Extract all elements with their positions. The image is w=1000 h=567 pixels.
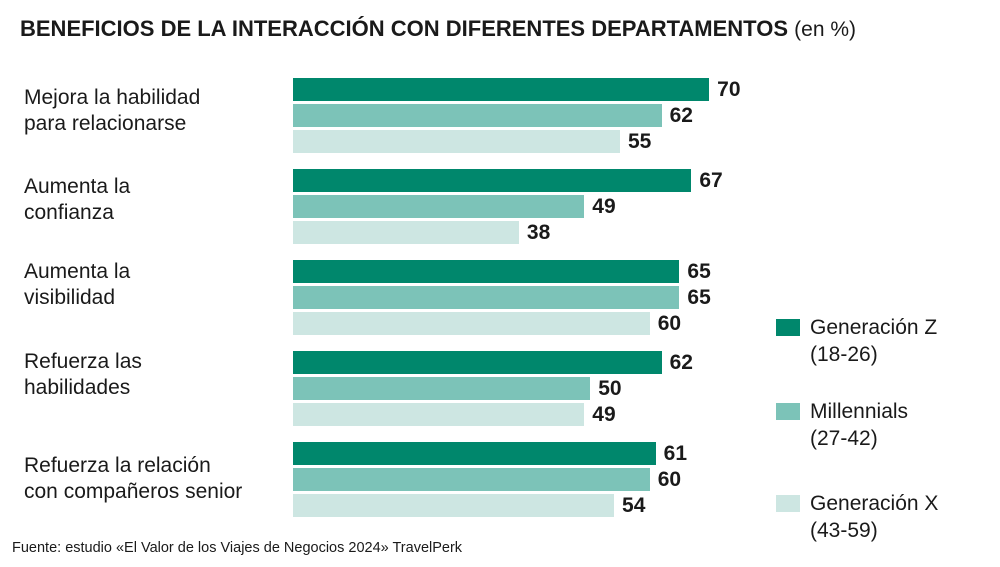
data-label-gen-z: 61 (663, 442, 687, 465)
data-label-millennials: 65 (687, 286, 711, 309)
category-label-line: Refuerza las (24, 350, 142, 373)
legend-series-name: Generación Z (810, 316, 938, 339)
category-label: Refuerza las habilidades (24, 349, 294, 401)
data-label-gen-z: 62 (669, 351, 693, 374)
data-label-gen-x: 49 (592, 403, 616, 426)
bar-millennials (293, 468, 650, 491)
bar-gen-z (293, 169, 692, 192)
bar-millennials (293, 377, 591, 400)
category-label-line: Refuerza la relación (24, 454, 211, 477)
category-label-line: confianza (24, 201, 114, 224)
legend-series-range: (43-59) (810, 519, 878, 542)
bar-millennials (293, 286, 680, 309)
data-label-millennials: 60 (657, 468, 682, 491)
category-label: Refuerza la relación con compañeros senio… (24, 453, 294, 505)
legend-series-name: Millennials (810, 400, 909, 423)
bar-millennials (293, 104, 662, 127)
category-label: Mejora la habilidad para relacionarse (24, 85, 294, 137)
category-label-line: habilidades (24, 376, 131, 399)
data-label-millennials: 50 (598, 377, 622, 400)
category-label-line: para relacionarse (24, 112, 187, 135)
legend-series-range: (27-42) (810, 427, 878, 450)
category-label-line: Mejora la habilidad (24, 86, 201, 109)
legend-swatch (776, 403, 800, 420)
legend-label: Generación X (43-59) (810, 490, 938, 544)
category-label-line: visibilidad (24, 286, 116, 309)
bar-gen-z (293, 442, 656, 465)
bar-gen-x (293, 494, 615, 517)
source-note: Fuente: estudio «El Valor de los Viajes … (12, 540, 463, 556)
bar-gen-x (293, 221, 519, 244)
data-label-gen-z: 67 (699, 169, 723, 192)
data-label-gen-x: 55 (627, 130, 652, 153)
bar-gen-x (293, 130, 620, 153)
category-label-line: Aumenta la (24, 260, 131, 283)
bar-gen-z (293, 78, 710, 101)
legend-series-name: Generación X (810, 492, 939, 515)
data-label-gen-x: 38 (526, 221, 551, 244)
chart-title-main: BENEFICIOS DE LA INTERACCIÓN CON DIFEREN… (20, 16, 789, 41)
data-label-gen-z: 65 (687, 260, 711, 283)
data-label-gen-x: 60 (657, 312, 682, 335)
bar-millennials (293, 195, 585, 218)
bar-gen-x (293, 403, 585, 426)
legend-series-range: (18-26) (810, 343, 878, 366)
data-label-millennials: 49 (592, 195, 616, 218)
legend-swatch (776, 495, 800, 512)
bar-gen-x (293, 312, 650, 335)
bar-gen-z (293, 351, 662, 374)
data-label-gen-x: 54 (622, 494, 646, 517)
data-label-millennials: 62 (669, 104, 693, 127)
data-label-gen-z: 70 (717, 78, 741, 101)
bar-gen-z (293, 260, 680, 283)
category-label: Aumenta la visibilidad (24, 259, 294, 311)
chart-title-unit: (en %) (794, 18, 856, 41)
category-label: Aumenta la confianza (24, 174, 294, 226)
category-label-line: con compañeros senior (24, 480, 243, 503)
legend-swatch (776, 319, 800, 336)
chart-title: BENEFICIOS DE LA INTERACCIÓN CON DIFEREN… (20, 16, 856, 42)
legend-label: Millennials (27-42) (810, 398, 908, 452)
category-label-line: Aumenta la (24, 175, 131, 198)
legend-label: Generación Z (18-26) (810, 314, 937, 368)
